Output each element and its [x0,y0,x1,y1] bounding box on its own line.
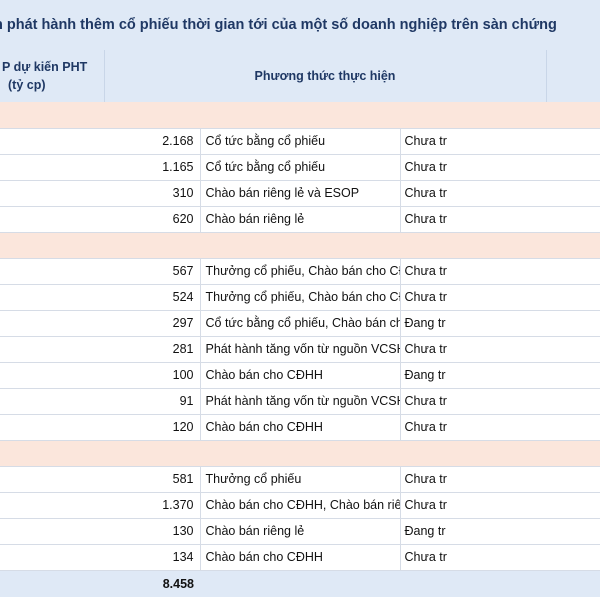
method-cell: Cổ tức bằng cổ phiếu [200,154,401,181]
method-cell: Thưởng cổ phiếu [200,466,401,493]
table-row: 1.165 Cổ tức bằng cổ phiếu Chưa tr [0,154,600,181]
planned-shares-cell: 1.370 [0,492,201,519]
method-cell: Phát hành tăng vốn từ nguồn VCSH, ESOP [200,388,401,415]
planned-shares-cell: 281 [0,336,201,363]
status-cell: Đang tr [400,362,600,389]
planned-shares-cell: 581 [0,466,201,493]
status-cell: Đang tr [400,310,600,337]
method-cell: Thưởng cổ phiếu, Chào bán cho CĐHH, Chào… [200,258,401,285]
planned-shares-cell: 310 [0,180,201,207]
planned-shares-cell: 120 [0,414,201,441]
method-cell: Chào bán riêng lẻ [200,206,401,233]
planned-shares-cell: 91 [0,388,201,415]
method-cell: Chào bán riêng lẻ và ESOP [200,180,401,207]
status-cell: Chưa tr [400,388,600,415]
status-cell: Chưa tr [400,258,600,285]
method-cell: Phát hành tăng vốn từ nguồn VCSH, Chào b… [200,336,401,363]
status-cell: Đang tr [400,518,600,545]
method-cell: Cổ tức bằng cổ phiếu [200,128,401,155]
table-row: 2.168 Cổ tức bằng cổ phiếu Chưa tr [0,128,600,155]
method-cell: Chào bán cho CĐHH [200,544,401,571]
header-divider [546,50,547,102]
group-header-row [0,102,600,129]
table-title: h phát hành thêm cổ phiếu thời gian tới … [0,0,600,50]
total-value: 8.458 [0,570,200,597]
total-empty-cell [400,570,600,597]
header-method: Phương thức thực hiện [254,69,396,83]
table-row: 100 Chào bán cho CĐHH Đang tr [0,362,600,389]
method-cell: Chào bán riêng lẻ [200,518,401,545]
table-row: 134 Chào bán cho CĐHH Chưa tr [0,544,600,571]
planned-shares-cell: 130 [0,518,201,545]
planned-shares-cell: 567 [0,258,201,285]
total-row: 8.458 [0,570,600,597]
planned-shares-cell: 2.168 [0,128,201,155]
planned-shares-cell: 134 [0,544,201,571]
status-cell: Chưa tr [400,180,600,207]
status-cell: Chưa tr [400,466,600,493]
header-divider [104,50,105,102]
method-cell: Chào bán cho CĐHH, Chào bán riêng lẻ [200,492,401,519]
header-planned-shares-line2: (tỷ cp) [8,78,46,92]
table-row: 130 Chào bán riêng lẻ Đang tr [0,518,600,545]
status-cell: Chưa tr [400,336,600,363]
header-planned-shares-line1: P dự kiến PHT [2,60,88,74]
status-cell: Chưa tr [400,544,600,571]
group-header-row [0,440,600,467]
status-cell: Chưa tr [400,206,600,233]
issuance-table: 2.168 Cổ tức bằng cổ phiếu Chưa tr 1.165 Cổ … [0,102,600,597]
table-title-text: h phát hành thêm cổ phiếu thời gian tới … [0,17,557,33]
planned-shares-cell: 620 [0,206,201,233]
planned-shares-cell: 100 [0,362,201,389]
status-cell: Chưa tr [400,284,600,311]
planned-shares-cell: 297 [0,310,201,337]
group-header-cell [0,102,600,129]
status-cell: Chưa tr [400,154,600,181]
table-row: 581 Thưởng cổ phiếu Chưa tr [0,466,600,493]
group-header-cell [0,232,600,259]
table-header: P dự kiến PHT (tỷ cp) Phương thức thực h… [0,50,600,102]
issuance-table-body: 2.168 Cổ tức bằng cổ phiếu Chưa tr 1.165 Cổ … [0,102,600,597]
table-row: 120 Chào bán cho CĐHH Chưa tr [0,414,600,441]
method-cell: Chào bán cho CĐHH [200,362,401,389]
method-cell: Chào bán cho CĐHH [200,414,401,441]
planned-shares-cell: 524 [0,284,201,311]
group-header-cell [0,440,600,467]
group-header-row [0,232,600,259]
total-empty-cell [200,570,400,597]
status-cell: Chưa tr [400,414,600,441]
method-cell: Thưởng cổ phiếu, Chào bán cho CĐHH, Chào… [200,284,401,311]
table-row: 310 Chào bán riêng lẻ và ESOP Chưa tr [0,180,600,207]
planned-shares-cell: 1.165 [0,154,201,181]
status-cell: Chưa tr [400,492,600,519]
table-row: 620 Chào bán riêng lẻ Chưa tr [0,206,600,233]
status-cell: Chưa tr [400,128,600,155]
method-cell: Cổ tức bằng cổ phiếu, Chào bán cho CĐHH [200,310,401,337]
